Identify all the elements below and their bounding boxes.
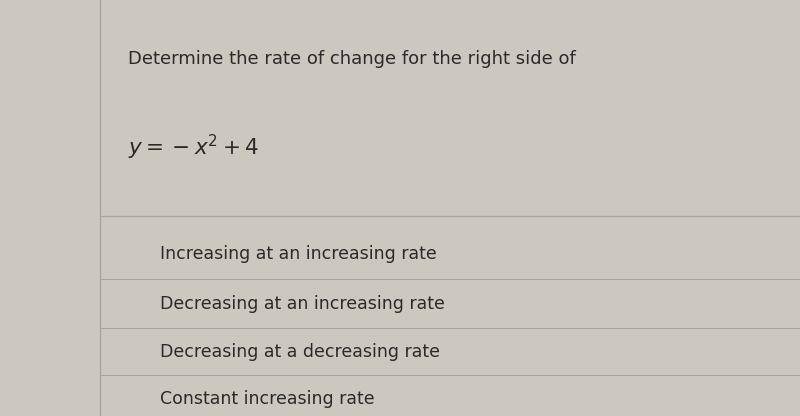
Text: Determine the rate of change for the right side of: Determine the rate of change for the rig… [128,50,576,68]
Text: Decreasing at a decreasing rate: Decreasing at a decreasing rate [159,342,439,361]
Text: Increasing at an increasing rate: Increasing at an increasing rate [159,245,436,263]
Text: $y = -x^2 + 4$: $y = -x^2 + 4$ [128,133,259,162]
Text: Decreasing at an increasing rate: Decreasing at an increasing rate [159,295,444,313]
Text: Constant increasing rate: Constant increasing rate [159,390,374,409]
